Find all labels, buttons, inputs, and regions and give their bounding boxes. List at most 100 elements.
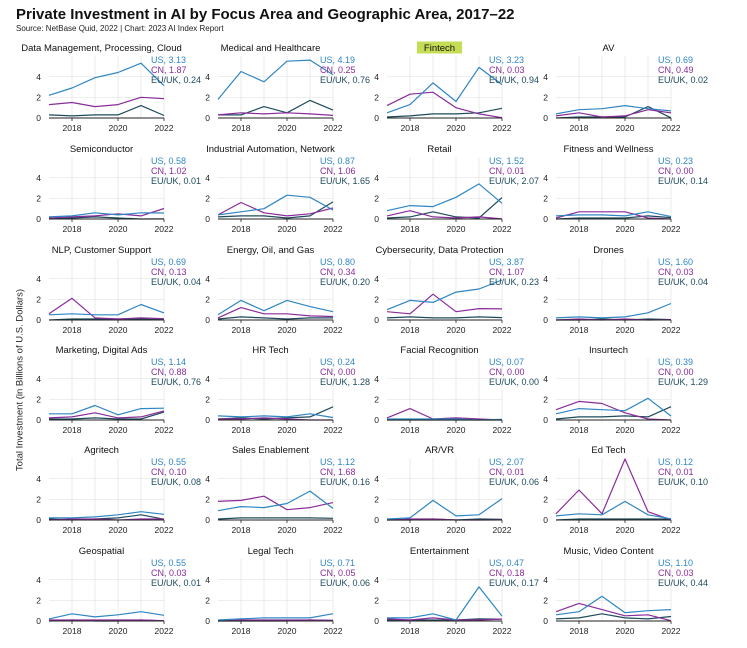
x-tick-label: 2022 [324, 525, 343, 535]
y-tick-label: 0 [205, 214, 210, 224]
y-tick-label: 0 [374, 214, 379, 224]
panel-title: Drones [593, 245, 624, 256]
panel-title: Cybersecurity, Data Protection [375, 245, 503, 256]
us-end-label: US, 0.58 [151, 156, 186, 166]
cn-end-label: CN, 1.68 [320, 467, 356, 477]
series-line-us [387, 586, 503, 621]
panel-title: Ed Tech [591, 445, 625, 456]
cn-end-label: CN, 0.10 [151, 467, 187, 477]
x-tick-label: 2020 [278, 626, 297, 636]
panel-2: Medical and Healthcare 0 2 4 2018 2020 2022 US,… [205, 43, 370, 133]
x-tick-label: 2018 [570, 325, 589, 335]
x-tick-label: 2018 [232, 525, 251, 535]
us-end-label: US, 0.69 [151, 257, 186, 267]
series-line-cn [386, 408, 503, 421]
x-tick-label: 2020 [278, 123, 297, 133]
series-line-us [217, 490, 334, 512]
y-tick-label: 4 [374, 274, 379, 284]
panel-18: Sales Enablement 0 2 4 2018 2020 2022 US, 1.12C… [205, 445, 370, 535]
y-tick-label: 0 [374, 515, 379, 525]
series-line-cn [386, 617, 503, 621]
series-line-cn [49, 619, 165, 622]
series-line-eu-uk [555, 518, 671, 521]
series-line-eu-uk [555, 215, 672, 220]
panel-title: Semiconductor [70, 144, 133, 155]
y-tick-label: 2 [374, 395, 379, 405]
us-end-label: US, 1.52 [489, 156, 524, 166]
series-line-cn [555, 602, 672, 622]
y-tick-label: 4 [543, 72, 548, 82]
series-line-eu-uk [555, 613, 672, 620]
x-tick-label: 2020 [278, 325, 297, 335]
us-end-label: US, 1.60 [658, 257, 693, 267]
panel-8: Fitness and Wellness 0 2 4 2018 2020 2022 US, 0… [543, 144, 708, 234]
series-line-eu-uk [217, 201, 334, 219]
x-tick-label: 2022 [155, 325, 174, 335]
us-end-label: US, 0.47 [489, 558, 524, 568]
series-line-us [49, 511, 165, 519]
series-line-us [48, 62, 165, 96]
y-tick-label: 4 [205, 374, 210, 384]
x-tick-label: 2018 [401, 626, 420, 636]
us-end-label: US, 1.14 [151, 357, 186, 367]
panel-5: Semiconductor 0 2 4 2018 2020 2022 US, 0.58CN, … [36, 144, 201, 234]
series-line-cn [217, 112, 334, 116]
eu-uk-end-label: EU/UK, 0.44 [658, 578, 708, 588]
y-tick-label: 4 [205, 274, 210, 284]
x-tick-label: 2022 [493, 224, 512, 234]
panel-title: AR/VR [425, 445, 454, 456]
x-tick-label: 2022 [662, 425, 681, 435]
x-tick-label: 2020 [447, 626, 466, 636]
series-line-us [217, 194, 334, 216]
eu-uk-end-label: EU/UK, 0.16 [320, 477, 370, 487]
panel-13: Marketing, Digital Ads 0 2 4 2018 2020 2022 US,… [36, 345, 201, 435]
y-tick-label: 4 [205, 575, 210, 585]
panel-title: Legal Tech [248, 546, 294, 557]
series-line-eu-uk [386, 197, 503, 219]
panel-title: Marketing, Digital Ads [56, 345, 148, 356]
x-tick-label: 2018 [63, 626, 82, 636]
x-tick-label: 2018 [401, 525, 420, 535]
cn-end-label: CN, 0.01 [489, 467, 525, 477]
x-tick-label: 2020 [616, 525, 635, 535]
y-tick-label: 2 [374, 93, 379, 103]
us-end-label: US, 0.12 [658, 457, 693, 467]
cn-end-label: CN, 0.34 [320, 267, 356, 277]
panel-title: Geospatial [79, 546, 124, 557]
x-tick-label: 2020 [447, 123, 466, 133]
x-tick-label: 2018 [401, 224, 420, 234]
x-tick-label: 2020 [447, 325, 466, 335]
y-tick-label: 0 [543, 315, 548, 325]
y-tick-label: 0 [36, 415, 41, 425]
us-end-label: US, 1.10 [658, 558, 693, 568]
x-tick-label: 2020 [278, 425, 297, 435]
y-tick-label: 4 [374, 374, 379, 384]
y-tick-label: 0 [374, 616, 379, 626]
panel-23: Entertainment 0 2 4 2018 2020 2022 US, 0.47CN, … [374, 546, 539, 636]
eu-uk-end-label: EU/UK, 0.02 [658, 75, 708, 85]
y-tick-label: 2 [205, 194, 210, 204]
series-line-cn [555, 109, 672, 118]
x-tick-label: 2018 [570, 224, 589, 234]
y-tick-label: 2 [374, 295, 379, 305]
y-tick-label: 0 [36, 113, 41, 123]
series-line-eu-uk [217, 316, 333, 320]
cn-end-label: CN, 0.00 [658, 367, 694, 377]
eu-uk-end-label: EU/UK, 0.01 [151, 176, 201, 186]
y-tick-label: 4 [374, 575, 379, 585]
x-tick-label: 2020 [616, 626, 635, 636]
cn-end-label: CN, 0.00 [489, 367, 525, 377]
us-end-label: US, 0.87 [320, 156, 355, 166]
y-tick-label: 2 [205, 295, 210, 305]
x-tick-label: 2022 [493, 626, 512, 636]
y-tick-label: 0 [205, 515, 210, 525]
title-highlight [416, 41, 463, 54]
y-tick-label: 0 [36, 515, 41, 525]
y-tick-label: 2 [36, 395, 41, 405]
x-tick-label: 2020 [616, 425, 635, 435]
cn-end-label: CN, 0.03 [151, 568, 187, 578]
y-tick-label: 4 [543, 575, 548, 585]
